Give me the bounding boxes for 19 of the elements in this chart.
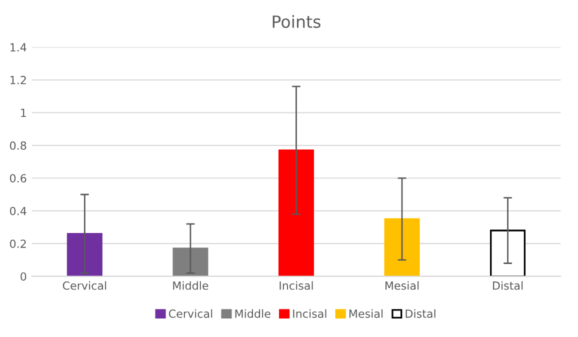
y-tick-label: 1.4 — [10, 43, 26, 52]
legend-label: Middle — [235, 309, 270, 318]
y-tick-label: 0.4 — [10, 206, 26, 216]
chart-title: Points — [272, 15, 320, 28]
x-tick-label: Mesial — [385, 281, 419, 290]
x-tick-label: Incisal — [280, 281, 313, 290]
x-tick-label: Middle — [173, 281, 208, 290]
y-tick-label: 0 — [20, 272, 26, 281]
legend-label: Distal — [406, 309, 436, 318]
legend-label: Cervical — [168, 309, 212, 318]
y-tick-label: 0.2 — [10, 240, 26, 248]
legend-label: Mesial — [349, 309, 383, 318]
y-tick-label: 0.8 — [10, 141, 26, 150]
x-tick-label: Cervical — [62, 281, 106, 290]
legend-label: Incisal — [293, 309, 326, 318]
x-tick-label: Distal — [493, 281, 523, 290]
y-tick-label: 1.2 — [10, 76, 26, 84]
y-tick-label: 0.6 — [10, 174, 26, 183]
y-tick-label: 1 — [21, 108, 26, 117]
